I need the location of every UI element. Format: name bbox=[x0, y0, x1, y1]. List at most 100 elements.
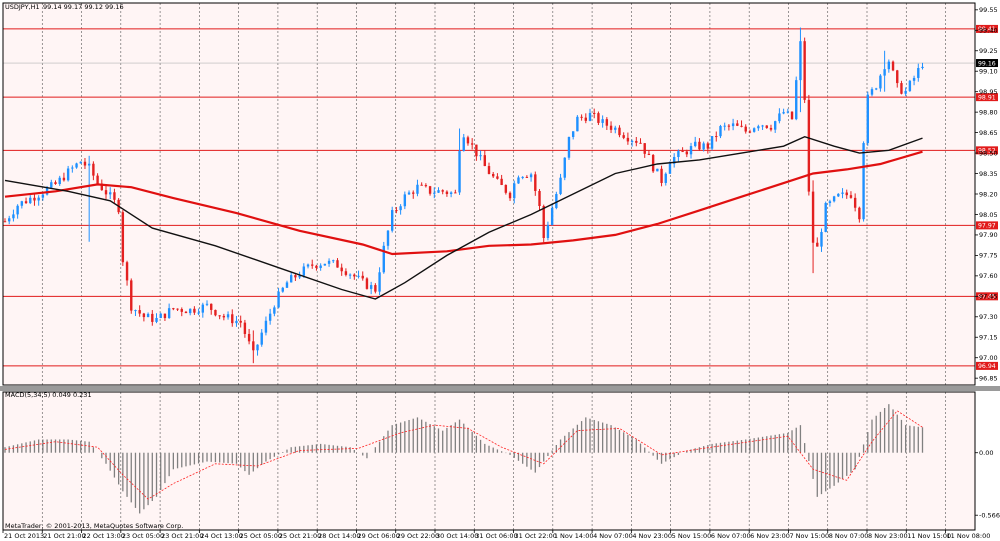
bull-candle bbox=[614, 127, 617, 130]
bear-candle bbox=[214, 309, 217, 316]
bear-candle bbox=[420, 184, 423, 186]
bull-candle bbox=[134, 310, 137, 312]
bear-candle bbox=[454, 192, 457, 194]
bull-candle bbox=[391, 210, 394, 231]
bear-candle bbox=[33, 197, 36, 201]
bear-candle bbox=[424, 185, 428, 187]
level-label-box bbox=[976, 221, 998, 230]
bull-candle bbox=[828, 201, 832, 204]
bear-candle bbox=[891, 61, 895, 71]
bull-candle bbox=[757, 126, 760, 129]
bear-candle bbox=[100, 183, 103, 191]
bull-candle bbox=[399, 206, 402, 211]
time-tick-label: 5 Nov 15:00 bbox=[672, 532, 712, 540]
bull-candle bbox=[167, 308, 171, 319]
bull-candle bbox=[235, 320, 238, 324]
bull-candle bbox=[50, 182, 53, 188]
time-tick-label: 31 Oct 06:00 bbox=[475, 532, 517, 540]
bull-candle bbox=[778, 113, 781, 122]
bear-candle bbox=[660, 168, 663, 183]
bull-candle bbox=[323, 263, 327, 266]
bull-candle bbox=[378, 272, 381, 292]
time-tick-label: 24 Oct 13:00 bbox=[200, 532, 242, 540]
level-label-box bbox=[976, 93, 998, 102]
panel-separator bbox=[0, 386, 1000, 391]
bull-candle bbox=[332, 260, 335, 262]
bull-candle bbox=[731, 123, 735, 127]
bull-candle bbox=[795, 80, 798, 120]
bull-candle bbox=[677, 151, 680, 158]
bull-candle bbox=[719, 126, 722, 137]
bull-candle bbox=[799, 41, 802, 81]
bear-candle bbox=[344, 271, 348, 275]
bull-candle bbox=[664, 173, 667, 183]
bull-candle bbox=[576, 116, 579, 132]
macd-tick-label: -0.566 bbox=[979, 512, 1000, 520]
bear-candle bbox=[172, 308, 175, 310]
bull-candle bbox=[302, 266, 306, 276]
bull-candle bbox=[16, 205, 19, 215]
bear-candle bbox=[83, 161, 87, 166]
bull-candle bbox=[348, 274, 352, 276]
time-tick-label: 7 Nov 15:00 bbox=[789, 532, 829, 540]
bear-candle bbox=[210, 303, 213, 310]
bull-candle bbox=[357, 275, 360, 277]
time-tick-label: 30 Oct 14:00 bbox=[436, 532, 478, 540]
bear-candle bbox=[845, 192, 848, 196]
bear-candle bbox=[647, 153, 651, 156]
ohlc-readout: 99.14 99.17 99.12 99.16 bbox=[43, 3, 124, 11]
price-tick-label: 99.55 bbox=[979, 6, 998, 14]
bull-candle bbox=[517, 177, 520, 184]
copyright-text: MetaTrader, © 2001-2013, MetaQuotes Soft… bbox=[5, 522, 183, 530]
bull-candle bbox=[407, 192, 411, 195]
bear-candle bbox=[626, 137, 630, 142]
bear-candle bbox=[231, 314, 234, 324]
level-label: 98.52 bbox=[978, 148, 996, 155]
bear-candle bbox=[609, 125, 613, 130]
time-tick-label: 11 Nov 08:00 bbox=[947, 532, 991, 540]
bear-candle bbox=[353, 274, 356, 277]
bear-candle bbox=[3, 221, 7, 223]
time-tick-label: 29 Oct 22:00 bbox=[397, 532, 439, 540]
time-tick-label: 4 Nov 07:00 bbox=[593, 532, 633, 540]
bull-candle bbox=[588, 112, 592, 121]
bull-candle bbox=[449, 192, 453, 195]
candles bbox=[3, 27, 924, 364]
bull-candle bbox=[306, 264, 310, 267]
bull-candle bbox=[256, 344, 259, 351]
bear-candle bbox=[736, 123, 739, 126]
bear-candle bbox=[340, 267, 343, 272]
bear-candle bbox=[441, 190, 444, 192]
bull-candle bbox=[386, 230, 390, 246]
bear-candle bbox=[365, 278, 369, 289]
bull-candle bbox=[201, 304, 205, 313]
bull-candle bbox=[285, 282, 289, 288]
bull-candle bbox=[319, 265, 322, 268]
bull-candle bbox=[433, 192, 436, 194]
bear-candle bbox=[121, 212, 125, 263]
bull-candle bbox=[601, 119, 604, 123]
level-label-box bbox=[976, 24, 998, 33]
bull-candle bbox=[904, 90, 907, 94]
price-tick-label: 97.15 bbox=[979, 334, 998, 342]
bear-candle bbox=[618, 127, 621, 136]
bear-candle bbox=[92, 163, 95, 176]
bull-candle bbox=[668, 163, 672, 174]
bear-candle bbox=[294, 275, 297, 278]
price-tick-label: 98.35 bbox=[979, 170, 998, 178]
level-label: 99.41 bbox=[978, 26, 996, 33]
bear-candle bbox=[445, 191, 449, 195]
bull-candle bbox=[656, 168, 659, 172]
bull-candle bbox=[513, 183, 516, 199]
bull-candle bbox=[521, 176, 524, 178]
bear-candle bbox=[142, 313, 146, 318]
bear-candle bbox=[483, 155, 486, 167]
time-tick-label: 8 Nov 23:00 bbox=[868, 532, 908, 540]
bear-candle bbox=[748, 131, 752, 133]
chart-header: USDJPY,H1 99.14 99.17 99.12 99.16 MACD(5… bbox=[5, 3, 183, 530]
bull-candle bbox=[289, 275, 293, 283]
bear-candle bbox=[765, 125, 768, 128]
bull-candle bbox=[87, 163, 91, 166]
